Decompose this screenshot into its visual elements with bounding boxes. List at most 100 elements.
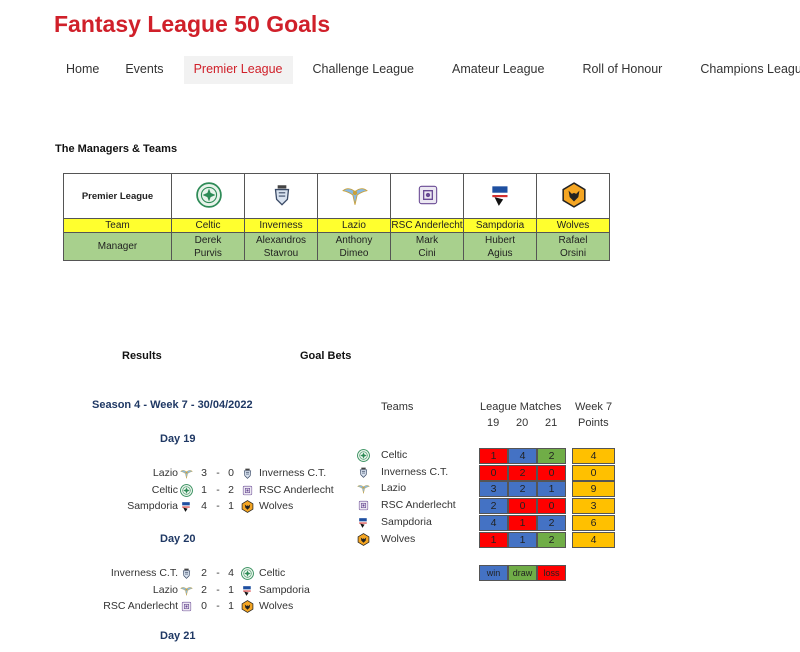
score-separator: -: [216, 567, 220, 579]
home-team: Celtic: [151, 483, 178, 496]
match-row: RSC Anderlecht 0-1 Wolves: [40, 599, 340, 614]
day-heading: Day 21: [160, 630, 196, 642]
manager-last-name: Purvis: [194, 247, 222, 259]
manager-first-name: Alexandros: [255, 234, 307, 246]
league-matches-header: League Matches: [480, 401, 562, 413]
home-score: 3: [201, 467, 207, 479]
home-team: Lazio: [152, 583, 178, 596]
away-team: RSC Anderlecht: [259, 483, 334, 496]
home-score: 2: [201, 567, 207, 579]
wolves-crest-icon: [241, 500, 254, 513]
celtic-crest-icon: [357, 449, 370, 462]
away-team: Inverness C.T.: [259, 467, 327, 479]
wolves-crest-icon: [561, 181, 586, 208]
anderlecht-crest-icon: [241, 484, 254, 497]
points-cell: 4: [572, 531, 615, 548]
legend-draw: draw: [508, 565, 537, 581]
goal-bet-cell: 2: [537, 448, 566, 464]
team-name: Sampdoria: [381, 515, 432, 528]
away-team: Sampdoria: [259, 583, 310, 596]
goal-bet-cell: 3: [479, 481, 508, 498]
goal-bet-cell: 0: [508, 498, 537, 515]
home-score: 4: [201, 500, 207, 512]
match-row: Lazio 3-0 Inverness C.T.: [40, 466, 340, 481]
nav-challenge-league[interactable]: Challenge League: [312, 62, 414, 76]
team-label: Team: [63, 218, 172, 233]
match-row: Celtic 1-2 RSC Anderlecht: [40, 483, 340, 498]
nav-premier-league[interactable]: Premier League: [183, 56, 293, 84]
goal-bet-cell: 2: [479, 498, 508, 515]
points-cell: 9: [572, 481, 615, 498]
goal-bets-title: Goal Bets: [300, 350, 352, 362]
score-separator: -: [216, 600, 220, 612]
nav-roll-of-honour[interactable]: Roll of Honour: [582, 62, 663, 76]
nav-amateur-league[interactable]: Amateur League: [452, 62, 545, 76]
points-cell: 3: [572, 498, 615, 515]
away-team: Wolves: [259, 600, 294, 612]
sampdoria-crest-icon: [357, 516, 370, 529]
team-name: Wolves: [536, 218, 610, 233]
team-name: Wolves: [381, 532, 416, 545]
goal-bet-cell: 4: [479, 514, 508, 531]
home-team: Lazio: [152, 467, 178, 479]
managers-section-title: The Managers & Teams: [55, 143, 178, 155]
team-name: RSC Anderlecht: [381, 499, 456, 512]
anderlecht-crest: [390, 173, 464, 219]
day-heading: Day 20: [160, 533, 196, 545]
home-team: RSC Anderlecht: [103, 600, 178, 612]
points-cell: 6: [572, 514, 615, 531]
away-team: Wolves: [259, 500, 294, 512]
manager-first-name: Hubert: [484, 234, 515, 246]
points-cell: 4: [572, 448, 615, 464]
goal-bet-cell: 1: [508, 531, 537, 548]
goal-bet-team: Celtic: [357, 448, 477, 463]
match-row: Sampdoria 4-1 Wolves: [40, 499, 340, 514]
celtic-crest-icon: [241, 567, 254, 580]
goal-bet-cell: 1: [479, 448, 508, 464]
lazio-crest-icon: [357, 482, 370, 495]
goal-bet-team: Wolves: [357, 532, 477, 547]
manager-name: Derek Purvis: [171, 232, 245, 261]
nav-home[interactable]: Home: [66, 62, 100, 76]
manager-last-name: Orsini: [559, 247, 587, 259]
score-separator: -: [216, 483, 220, 496]
manager-label: Manager: [63, 232, 172, 261]
wolves-crest-icon: [241, 600, 254, 613]
manager-first-name: Rafael: [558, 234, 588, 246]
manager-name: Hubert Agius: [463, 232, 537, 261]
results-title: Results: [122, 350, 162, 362]
anderlecht-crest-icon: [357, 499, 370, 512]
manager-name: Rafael Orsini: [536, 232, 610, 261]
goal-bet-cell: 2: [537, 531, 566, 548]
points-header: Points: [578, 417, 609, 429]
team-name: Lazio: [381, 482, 407, 495]
wolves-crest: [536, 173, 610, 219]
nav-events[interactable]: Events: [125, 62, 164, 76]
points-cell: 0: [572, 464, 615, 481]
main-nav: Home Events Premier League Challenge League…: [56, 56, 800, 84]
goal-bet-cell: 1: [508, 514, 537, 531]
home-team: Inverness C.T.: [110, 567, 178, 579]
team-name: Inverness C.T.: [381, 465, 449, 478]
lazio-crest-icon: [342, 182, 368, 208]
season-heading: Season 4 - Week 7 - 30/04/2022: [92, 399, 253, 411]
team-name: Inverness: [244, 218, 318, 233]
inverness-crest: [244, 173, 318, 219]
anderlecht-crest-icon: [415, 182, 439, 208]
teams-header: Teams: [381, 401, 414, 413]
goal-bet-cell: 2: [537, 514, 566, 531]
nav-champions-league[interactable]: Champions League: [700, 62, 800, 76]
away-score: 2: [228, 483, 234, 496]
team-name: Lazio: [317, 218, 391, 233]
celtic-crest-icon: [180, 483, 193, 497]
match-number: 19: [487, 417, 500, 429]
home-score: 0: [201, 600, 207, 612]
inverness-crest-icon: [241, 467, 254, 480]
goal-bet-cell: 2: [508, 481, 537, 498]
away-score: 1: [228, 583, 234, 596]
sampdoria-crest-icon: [488, 182, 512, 208]
manager-name: Alexandros Stavrou: [244, 232, 318, 261]
sampdoria-crest-icon: [241, 584, 254, 597]
goal-bet-cell: 2: [508, 464, 537, 481]
away-score: 4: [228, 567, 234, 579]
